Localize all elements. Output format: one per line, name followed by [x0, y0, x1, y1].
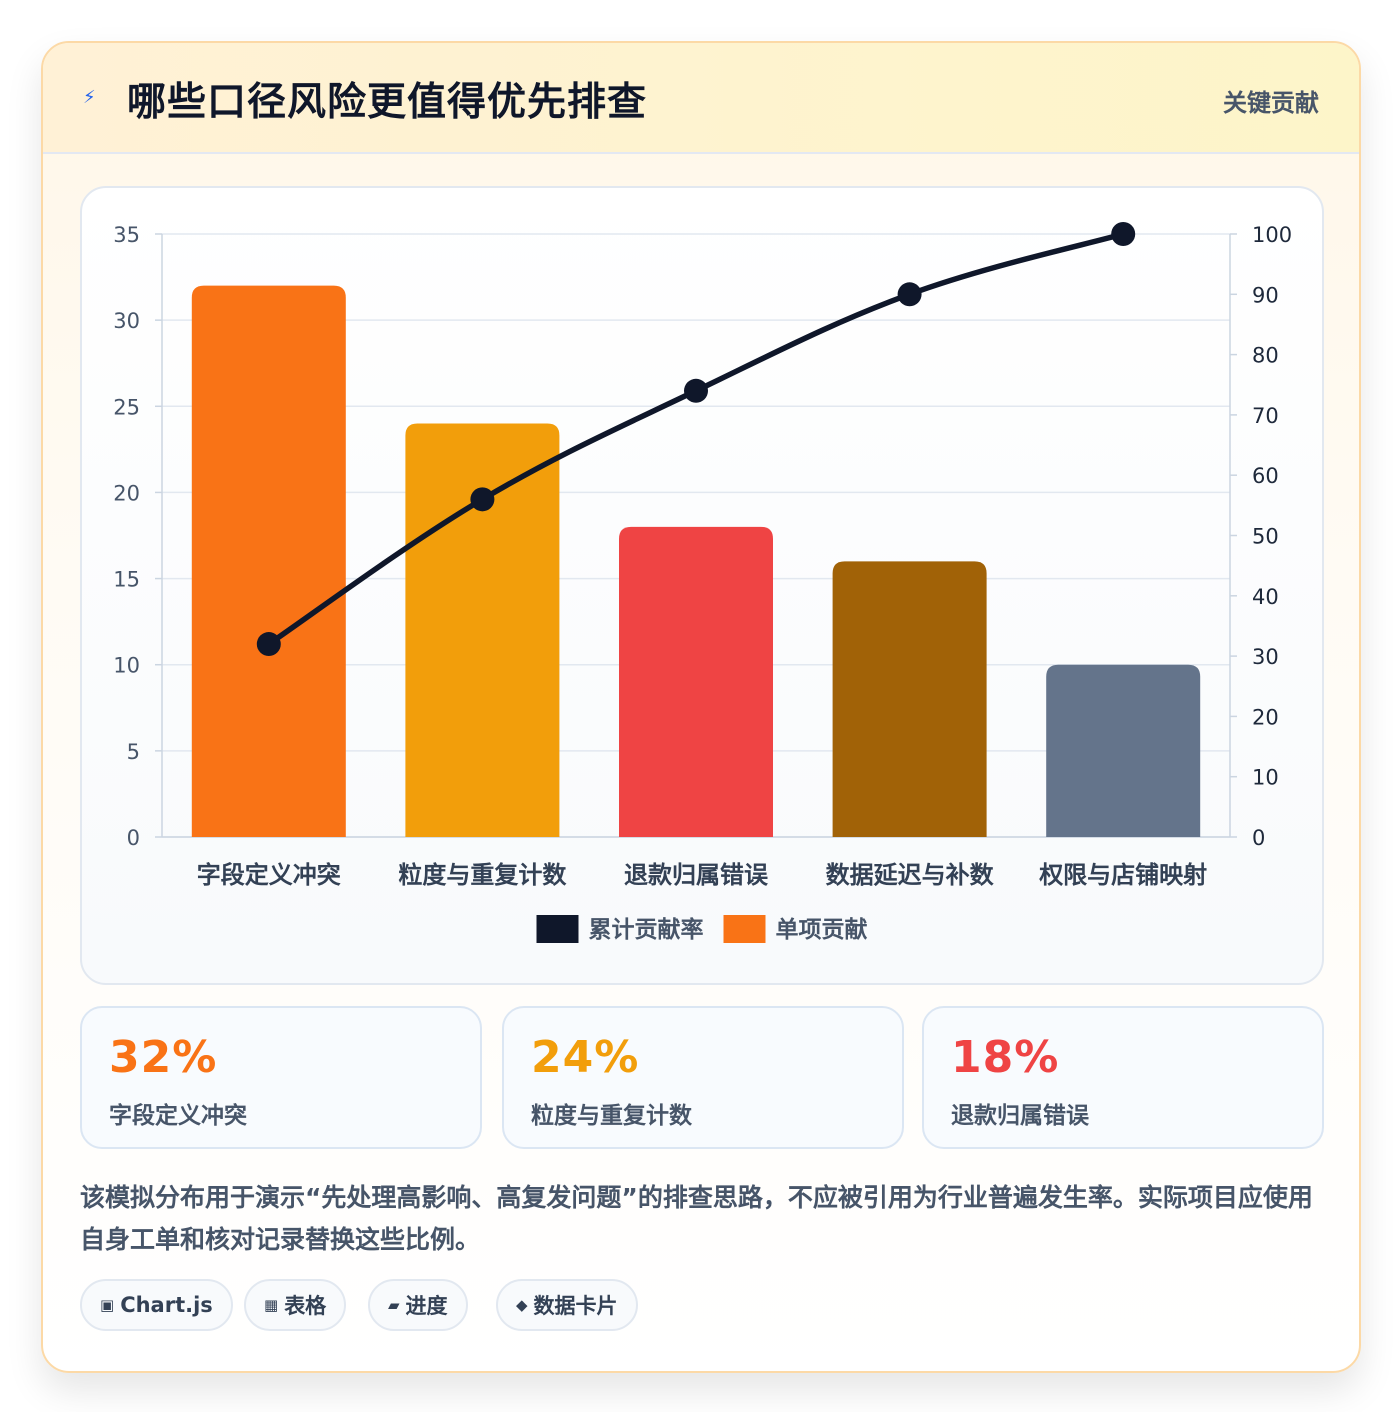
stat-value-3: 18% [951, 1032, 1060, 1083]
chip-label: 进度 [405, 1294, 448, 1318]
x-tick-label: 字段定义冲突 [197, 861, 341, 889]
cumulative-point [897, 282, 922, 307]
diamond-icon: ◆ [516, 1296, 528, 1314]
stat-value-2: 24% [531, 1032, 640, 1083]
disclaimer-note: 该模拟分布用于演示“先处理高影响、高复发问题”的排查思路，不应被引用为行业普遍发… [80, 1183, 1313, 1254]
chip-label: 数据卡片 [533, 1294, 618, 1318]
stat-label-2: 粒度与重复计数 [531, 1103, 692, 1129]
chip-label: Chart.js [120, 1293, 213, 1317]
stat-value-1: 32% [109, 1032, 218, 1083]
stat-card-1: 32% 字段定义冲突 [80, 1006, 482, 1149]
chip-chartjs[interactable]: ▣ Chart.js [80, 1279, 233, 1331]
stat-label-1: 字段定义冲突 [109, 1103, 247, 1129]
y-right-tick-label: 80 [1252, 344, 1279, 368]
stat-card-2: 24% 粒度与重复计数 [502, 1006, 904, 1149]
chip-label: 表格 [284, 1294, 327, 1318]
progress-icon: ▰ [388, 1296, 400, 1314]
cumulative-point [256, 632, 281, 657]
bar [405, 423, 560, 837]
chip-progress[interactable]: ▰ 进度 [368, 1279, 468, 1331]
legend-label: 累计贡献率 [589, 916, 704, 943]
y-right-tick-label: 100 [1252, 223, 1292, 247]
legend-label: 单项贡献 [776, 917, 868, 943]
card-header: ⚡ 哪些口径风险更值得优先排查 关键贡献 [43, 43, 1359, 154]
y-right-tick-label: 0 [1252, 826, 1265, 850]
chart-icon: ▣ [100, 1296, 115, 1314]
y-right-tick-label: 70 [1252, 404, 1279, 428]
y-right-tick-label: 90 [1252, 283, 1279, 307]
y-right-tick-label: 10 [1252, 766, 1279, 790]
chip-table[interactable]: ▦ 表格 [244, 1279, 347, 1331]
cumulative-point [1111, 222, 1136, 246]
table-icon: ▦ [264, 1296, 279, 1314]
y-left-tick-label: 10 [113, 654, 140, 678]
x-tick-label: 数据延迟与补数 [826, 861, 995, 889]
y-left-tick-label: 5 [127, 740, 140, 764]
y-left-tick-label: 15 [113, 568, 140, 592]
y-left-tick-label: 0 [127, 826, 140, 850]
y-left-tick-label: 20 [113, 481, 140, 505]
y-right-tick-label: 50 [1252, 525, 1279, 549]
x-tick-label: 退款归属错误 [624, 861, 769, 889]
legend-swatch [536, 915, 579, 943]
y-left-tick-label: 35 [113, 223, 140, 247]
bar [1046, 664, 1201, 837]
chart-panel: 0 5 10 15 20 25 30 35 0 10 20 30 40 50 60 70 80 90 100 字段定义… [80, 186, 1324, 985]
y-right-tick-label: 40 [1252, 585, 1279, 609]
x-tick-label: 粒度与重复计数 [398, 861, 567, 889]
chip-data-card[interactable]: ◆ 数据卡片 [496, 1279, 638, 1331]
y-right-tick-label: 60 [1252, 464, 1279, 488]
stat-label-3: 退款归属错误 [951, 1103, 1089, 1129]
y-left-tick-label: 30 [113, 309, 140, 333]
y-left-tick-label: 25 [113, 395, 140, 419]
page-title: 哪些口径风险更值得优先排查 [127, 80, 648, 125]
lightning-icon: ⚡ [83, 87, 96, 108]
cumulative-point [470, 487, 495, 512]
bar [832, 561, 987, 837]
cumulative-point [684, 378, 708, 403]
y-right-tick-label: 30 [1252, 645, 1279, 669]
pareto-chart: 0 5 10 15 20 25 30 35 0 10 20 30 40 50 60 70 80 90 100 字段定义… [113, 222, 1292, 943]
stat-card-3: 18% 退款归属错误 [922, 1006, 1324, 1149]
bar [619, 526, 773, 837]
bar [191, 285, 346, 837]
legend-swatch [723, 915, 766, 943]
header-badge: 关键贡献 [1223, 89, 1319, 117]
x-tick-label: 权限与店铺映射 [1038, 861, 1207, 889]
dashboard-card: ⚡ 哪些口径风险更值得优先排查 关键贡献 0 5 10 15 20 25 30 35 0 10 20… [41, 41, 1361, 1373]
y-right-tick-label: 20 [1252, 705, 1279, 729]
